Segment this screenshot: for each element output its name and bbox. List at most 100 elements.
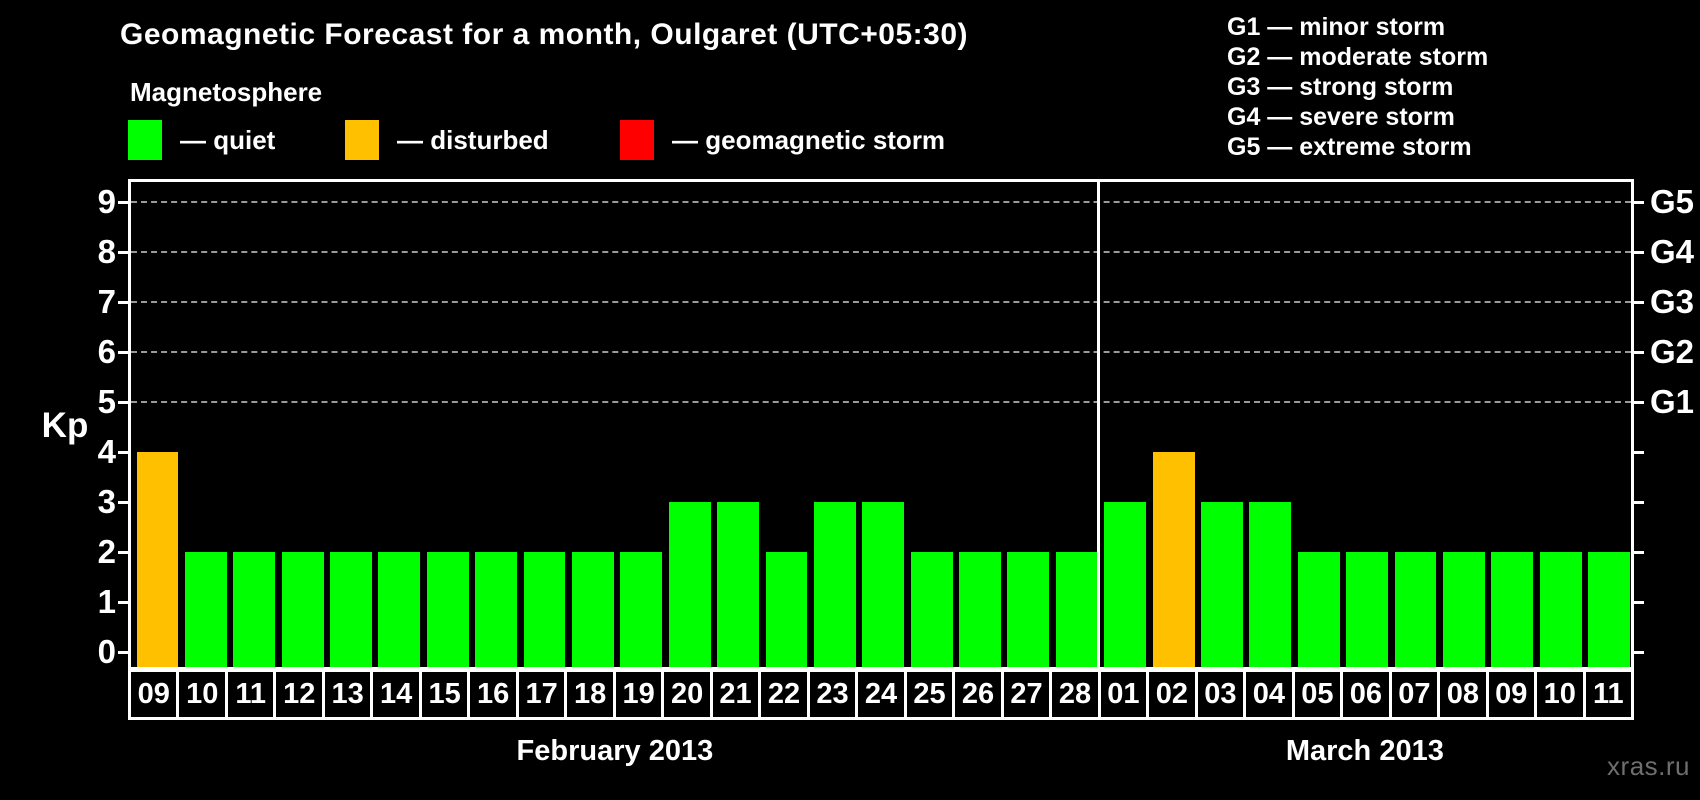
kp-bar-quiet: [1055, 552, 1098, 667]
legend-item-label: — quiet: [180, 125, 276, 155]
kp-bar-quiet: [668, 502, 711, 667]
day-label-cell: 10: [1534, 672, 1582, 717]
day-label-cell: 20: [661, 672, 709, 717]
month-divider: [1097, 182, 1101, 667]
y-axis-tick-left: [118, 500, 131, 504]
day-label-cell: 03: [1194, 672, 1243, 717]
storm-scale-line: G1 — minor storm: [1227, 13, 1446, 41]
day-label-cell: 06: [1340, 672, 1388, 717]
kp-bar-quiet: [1201, 502, 1243, 667]
day-label-cell: 11: [1582, 672, 1631, 717]
kp-bar-quiet: [571, 552, 614, 667]
kp-bar-quiet: [813, 502, 856, 667]
y-axis-tick-right: [1631, 450, 1644, 454]
y-axis-tick-right: [1631, 400, 1644, 404]
y-tick-label: 9: [97, 183, 116, 220]
kp-bar-quiet: [426, 552, 469, 667]
y-tick-label: 5: [97, 383, 116, 420]
y-axis-tick-left: [118, 400, 131, 404]
legend-swatch-disturbed-icon: [345, 120, 379, 160]
kp-bar-quiet: [1297, 552, 1340, 667]
kp-bar-quiet: [233, 552, 276, 667]
day-label-cell: 25: [903, 672, 952, 717]
y-axis-tick-right: [1631, 300, 1644, 304]
y-axis-tick-right: [1631, 600, 1644, 604]
y-axis-tick-left: [118, 200, 131, 204]
kp-bar-quiet: [1104, 502, 1147, 667]
day-label-cell: 17: [515, 672, 564, 717]
y-axis-tick-right: [1631, 550, 1644, 554]
day-label-cell: 11: [224, 672, 273, 717]
day-label-cell: 27: [1000, 672, 1049, 717]
day-label-cell: 23: [806, 672, 855, 717]
y-axis-tick-left: [118, 600, 131, 604]
legend-item-quiet: — quiet: [128, 119, 275, 161]
day-label-cell: 12: [273, 672, 321, 717]
kp-bar-quiet: [1491, 552, 1534, 667]
kp-bar-quiet: [330, 552, 372, 667]
kp-bar-quiet: [378, 552, 421, 667]
kp-bar-quiet: [281, 552, 324, 667]
gridline-kp8: [131, 251, 1631, 253]
kp-bar-quiet: [862, 502, 905, 667]
kp-bar-disturbed: [1152, 452, 1195, 667]
day-label-cell: 13: [321, 672, 370, 717]
kp-bar-quiet: [910, 552, 953, 667]
y-axis-tick-left: [118, 550, 131, 554]
kp-bar-quiet: [620, 552, 663, 667]
kp-bar-quiet: [184, 552, 227, 667]
kp-bar-quiet: [1007, 552, 1050, 667]
y-tick-label: 1: [97, 583, 116, 620]
y-tick-label: 4: [97, 433, 116, 470]
legend-item-label: — disturbed: [397, 125, 549, 155]
y-tick-label: 6: [97, 333, 116, 370]
day-label-cell: 22: [758, 672, 806, 717]
y-axis-tick-left: [118, 350, 131, 354]
day-label-cell: 09: [1485, 672, 1534, 717]
y-axis-tick-right: [1631, 350, 1644, 354]
storm-scale-line: G2 — moderate storm: [1227, 43, 1489, 71]
kp-bar-disturbed: [136, 452, 179, 667]
y-axis-tick-left: [118, 650, 131, 654]
magnetosphere-label: Magnetosphere: [130, 77, 323, 107]
day-label-cell: 07: [1388, 672, 1437, 717]
day-label-cell: 02: [1146, 672, 1194, 717]
storm-scale-line: G5 — extreme storm: [1227, 133, 1472, 161]
legend-item-disturbed: — disturbed: [345, 119, 549, 161]
kp-bar-quiet: [1442, 552, 1485, 667]
day-label-cell: 09: [137, 678, 170, 710]
day-label-cell: 18: [564, 672, 612, 717]
day-label-cell: 16: [467, 672, 515, 717]
y-axis-tick-right: [1631, 200, 1644, 204]
kp-bar-quiet: [1249, 502, 1292, 667]
y-axis-tick-right: [1631, 650, 1644, 654]
y-axis-tick-right: [1631, 500, 1644, 504]
legend-item-label: — geomagnetic storm: [672, 125, 946, 155]
y-tick-label: 8: [97, 233, 116, 270]
day-label-cell: 04: [1243, 672, 1291, 717]
y-axis-tick-left: [118, 300, 131, 304]
watermark: xras.ru: [1607, 751, 1690, 781]
storm-scale-line: G4 — severe storm: [1227, 103, 1455, 131]
day-label-cell: 24: [855, 672, 903, 717]
legend-swatch-storm-icon: [620, 120, 654, 160]
day-axis-row: 09 10 11 12 13 14 15 16 17 18 19 20 21 22 23 24 25 26 27 28…: [128, 669, 1634, 720]
y-axis-tick-right: [1631, 250, 1644, 254]
y-tick-label: 0: [97, 633, 116, 670]
kp-bar-quiet: [1588, 552, 1630, 667]
y-tick-label: 2: [97, 533, 116, 570]
gridline-kp5: [131, 401, 1631, 403]
y-tick-label: 7: [97, 283, 116, 320]
day-label-cell: 28: [1049, 672, 1097, 717]
g-scale-label-g3: G3: [1650, 283, 1695, 320]
month-label: February 2013: [516, 735, 714, 767]
kp-bar-quiet: [959, 552, 1001, 667]
day-label-cell: 01: [1097, 672, 1146, 717]
kp-bar-quiet: [765, 552, 808, 667]
day-label-cell: 08: [1437, 672, 1485, 717]
day-label-cell: 05: [1291, 672, 1340, 717]
y-tick-label: 3: [97, 483, 116, 520]
storm-scale-legend: G1 — minor storm G2 — moderate storm G3 — …: [1227, 12, 1488, 162]
gridline-kp6: [131, 351, 1631, 353]
